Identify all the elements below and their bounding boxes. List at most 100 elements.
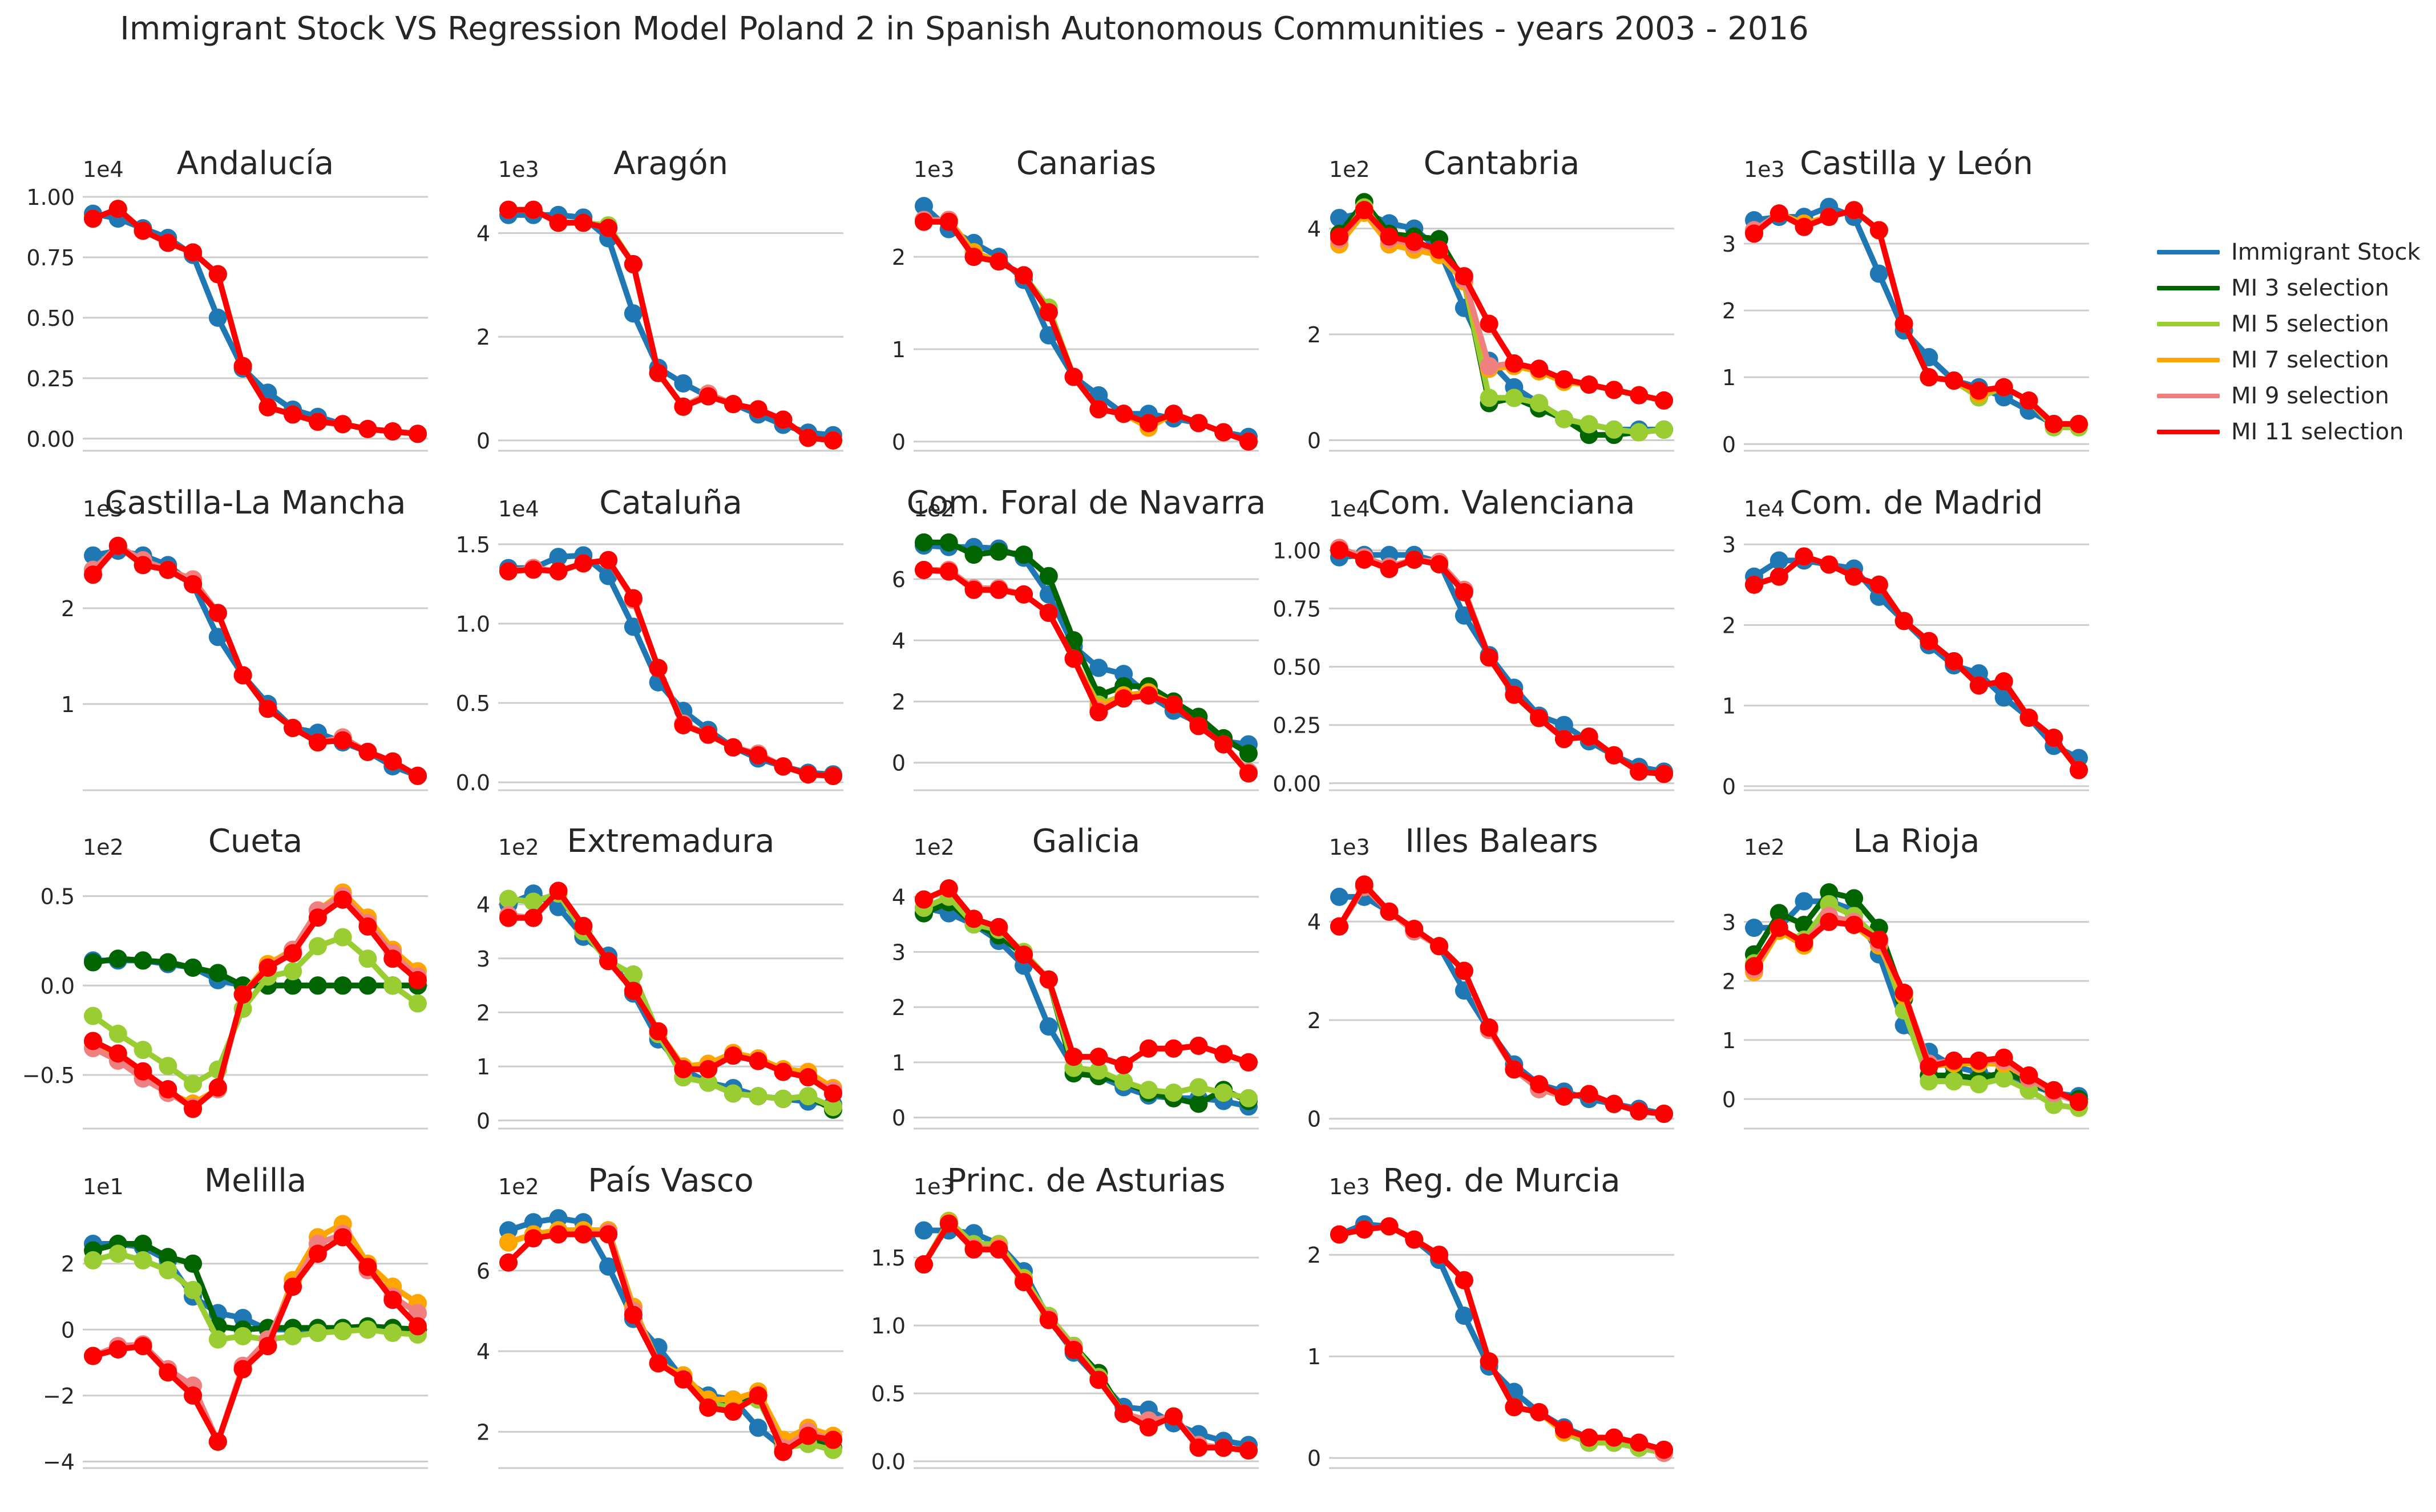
y-tick-label: 4: [1307, 217, 1321, 242]
series-line: [1336, 894, 1667, 1117]
legend: Immigrant Stock MI 3 selection MI 5 select…: [2157, 234, 2421, 450]
axis-multiplier: 1e2: [914, 496, 955, 521]
data-point: [624, 981, 643, 1000]
data-point: [1530, 359, 1549, 378]
data-point: [308, 937, 327, 956]
data-point: [284, 976, 302, 995]
data-point: [284, 718, 302, 737]
y-tick-label: 3: [1722, 232, 1736, 257]
data-point: [208, 1330, 227, 1349]
y-tick-label: 4: [476, 1339, 490, 1364]
data-point: [674, 1370, 693, 1389]
y-tick-label: 0: [1722, 1087, 1736, 1112]
data-point: [383, 422, 402, 441]
series-line: [1751, 204, 2082, 427]
y-tick-label: 1: [892, 337, 906, 362]
data-point: [159, 1261, 177, 1280]
y-tick-label: 0.0: [871, 1449, 906, 1474]
subplot-1: 0 2 4 1e3 Aragón: [476, 145, 843, 454]
data-point: [1355, 550, 1373, 569]
data-point: [208, 308, 227, 327]
data-point: [1820, 208, 1839, 227]
data-point: [1845, 201, 1864, 220]
data-point: [549, 213, 568, 232]
series-line: [506, 557, 836, 779]
data-point: [208, 604, 227, 622]
data-point: [308, 1244, 327, 1263]
data-point: [258, 700, 277, 718]
data-point: [1214, 1045, 1233, 1064]
y-tick-label: 1.00: [1272, 538, 1321, 563]
data-point: [1480, 389, 1498, 407]
y-tick-label: 0.75: [1272, 597, 1321, 622]
data-point: [159, 953, 177, 972]
data-point: [1064, 649, 1083, 668]
data-point: [1455, 961, 1473, 980]
data-point: [1089, 658, 1108, 677]
data-point: [2019, 1066, 2038, 1085]
data-point: [184, 1280, 203, 1299]
data-point: [1330, 887, 1348, 906]
data-point: [524, 892, 543, 911]
data-point: [1355, 875, 1373, 894]
data-point: [724, 395, 742, 414]
y-tick-label: 0.0: [456, 770, 490, 795]
data-point: [159, 1363, 177, 1382]
data-point: [159, 1057, 177, 1076]
data-point: [1630, 386, 1649, 405]
y-tick-label: 2: [476, 325, 490, 350]
data-point: [915, 560, 933, 579]
subplot-title: Com. Foral de Navarra: [907, 484, 1266, 521]
subplot-title: Canarias: [1016, 145, 1156, 182]
data-point: [1505, 389, 1524, 407]
y-tick-label: 1: [1722, 694, 1736, 719]
axis-multiplier: 1e2: [498, 1174, 539, 1199]
data-point: [358, 917, 377, 936]
series-line: [90, 543, 421, 779]
data-point: [674, 715, 693, 734]
data-point: [1015, 945, 1033, 964]
data-point: [1214, 423, 1233, 442]
data-point: [1945, 1072, 1964, 1091]
subplot-11: 0 1 2 3 4 1e2 Extremadura: [476, 823, 843, 1134]
data-point: [2070, 1093, 2088, 1111]
data-point: [699, 387, 718, 406]
y-tick-label: 0: [892, 1106, 906, 1131]
data-point: [939, 1214, 958, 1233]
data-point: [233, 357, 252, 375]
series-line: [1751, 553, 2082, 773]
subplot-14: 0 1 2 3 1e2 La Rioja: [1722, 823, 2089, 1130]
y-tick-label: 2: [61, 596, 75, 621]
data-point: [699, 1398, 718, 1417]
subplot-title: Reg. de Murcia: [1383, 1162, 1620, 1199]
data-point: [1114, 1056, 1133, 1074]
data-point: [1505, 354, 1524, 373]
data-point: [358, 976, 377, 995]
data-point: [284, 944, 302, 963]
data-point: [1380, 560, 1399, 579]
data-point: [1920, 1072, 1938, 1091]
subplot-title: Aragón: [613, 145, 728, 182]
data-point: [1630, 423, 1649, 442]
data-point: [674, 374, 693, 393]
data-point: [1554, 730, 1573, 749]
y-tick-label: 6: [476, 1259, 490, 1284]
series-line: [506, 557, 836, 779]
data-point: [308, 1324, 327, 1343]
data-point: [184, 1074, 203, 1093]
data-point: [208, 265, 227, 284]
data-point: [1894, 983, 1913, 1002]
data-point: [308, 908, 327, 927]
data-point: [358, 419, 377, 438]
legend-swatch: [2157, 429, 2220, 434]
data-point: [989, 580, 1008, 599]
data-point: [964, 248, 983, 266]
y-tick-label: 1.0: [871, 1313, 906, 1339]
data-point: [724, 1402, 742, 1421]
data-point: [1505, 685, 1524, 704]
y-tick-label: 0: [1307, 428, 1321, 453]
subplot-title: Cataluña: [599, 484, 742, 521]
series-line: [90, 211, 421, 437]
subplot-title: Galicia: [1032, 823, 1141, 860]
